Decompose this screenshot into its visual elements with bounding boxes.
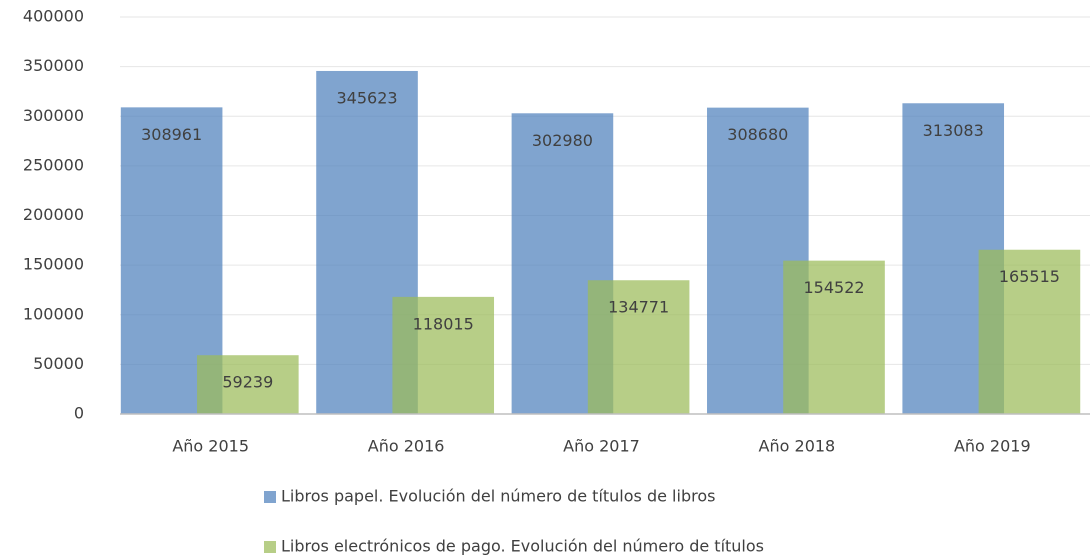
bar xyxy=(978,249,1081,414)
y-tick-label: 200000 xyxy=(23,205,84,224)
y-tick-label: 300000 xyxy=(23,106,84,125)
legend-swatch xyxy=(264,491,276,503)
data-label: 59239 xyxy=(222,373,273,392)
x-tick-label: Año 2015 xyxy=(172,437,249,456)
y-tick-label: 150000 xyxy=(23,255,84,274)
x-tick-label: Año 2019 xyxy=(954,437,1031,456)
bar xyxy=(783,260,885,414)
legend-label: Libros electrónicos de pago. Evolución d… xyxy=(281,537,764,556)
y-tick-label: 250000 xyxy=(23,155,84,174)
x-tick-label: Año 2016 xyxy=(368,437,445,456)
x-tick-label: Año 2018 xyxy=(759,437,836,456)
bar xyxy=(587,280,690,414)
data-label: 313083 xyxy=(923,121,984,140)
x-tick-label: Año 2017 xyxy=(563,437,640,456)
data-label: 345623 xyxy=(336,88,397,107)
y-tick-label: 0 xyxy=(74,404,84,423)
data-label: 308680 xyxy=(727,125,788,144)
y-tick-label: 350000 xyxy=(23,56,84,75)
data-label: 134771 xyxy=(608,298,669,317)
y-tick-label: 50000 xyxy=(33,354,84,373)
bar xyxy=(197,355,299,414)
data-label: 165515 xyxy=(999,267,1060,286)
bar xyxy=(392,296,495,414)
y-tick-label: 100000 xyxy=(23,304,84,323)
data-label: 302980 xyxy=(532,131,593,150)
legend-label: Libros papel. Evolución del número de tí… xyxy=(281,487,715,506)
legend-swatch xyxy=(264,541,276,553)
data-label: 308961 xyxy=(141,125,202,144)
data-label: 118015 xyxy=(413,314,474,333)
y-tick-label: 400000 xyxy=(23,7,84,26)
data-label: 154522 xyxy=(803,278,864,297)
